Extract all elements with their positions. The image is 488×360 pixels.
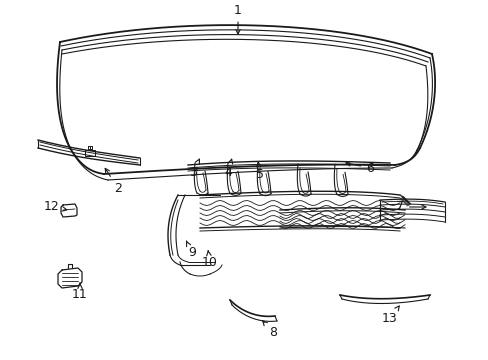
Text: 11: 11: [72, 283, 88, 302]
Text: 4: 4: [224, 159, 232, 179]
Text: 5: 5: [256, 162, 264, 181]
Text: 6: 6: [345, 162, 373, 175]
Text: 3: 3: [189, 159, 199, 179]
Text: 10: 10: [202, 251, 218, 270]
Text: 1: 1: [234, 4, 242, 34]
Text: 8: 8: [262, 321, 276, 338]
Text: 12: 12: [44, 201, 67, 213]
Text: 9: 9: [186, 241, 196, 260]
Text: 2: 2: [105, 168, 122, 194]
Text: 7: 7: [395, 201, 425, 213]
Text: 13: 13: [381, 306, 399, 324]
